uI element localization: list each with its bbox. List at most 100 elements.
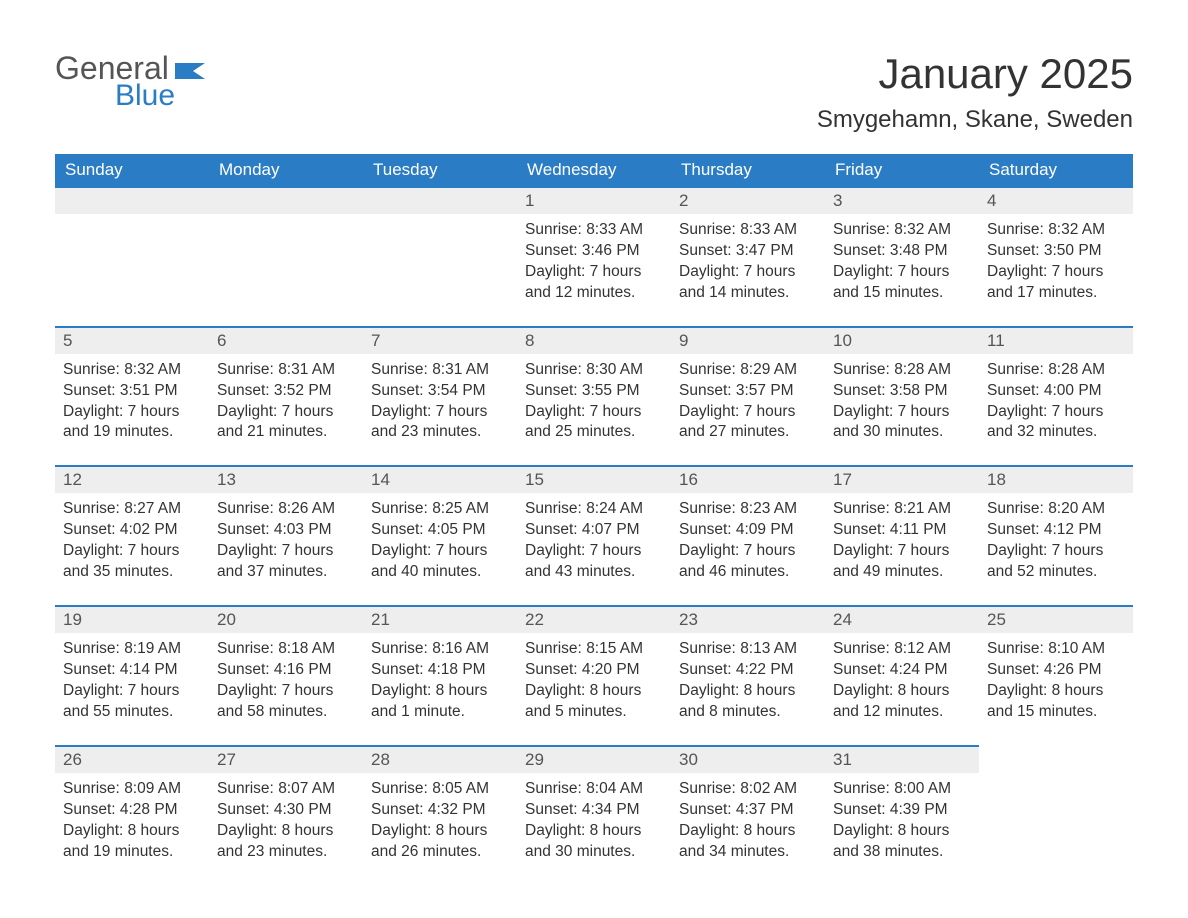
daylight-label: Daylight: [987,263,1047,280]
day-content: Sunrise: 8:32 AMSunset: 3:50 PMDaylight:… [979,214,1133,326]
daylight-label: Daylight: [833,542,893,559]
day-content: Sunrise: 8:19 AMSunset: 4:14 PMDaylight:… [55,633,209,745]
calendar-row: 12Sunrise: 8:27 AMSunset: 4:02 PMDayligh… [55,466,1133,606]
daylight-label: Daylight: [217,822,277,839]
sunrise-value: 8:05 AM [432,780,489,797]
daylight-label: Daylight: [217,682,277,699]
day-content: Sunrise: 8:33 AMSunset: 3:46 PMDaylight:… [517,214,671,326]
sunrise-value: 8:31 AM [278,361,335,378]
sunset-label: Sunset: [63,521,116,538]
sunset-label: Sunset: [371,801,424,818]
daylight-label: Daylight: [987,542,1047,559]
sunrise-value: 8:04 AM [586,780,643,797]
sunset-value: 4:37 PM [736,801,794,818]
sunset-value: 4:30 PM [274,801,332,818]
sunrise-label: Sunrise: [987,221,1044,238]
weekday-header: Saturday [979,154,1133,187]
sunset-label: Sunset: [679,801,732,818]
day-number: 16 [671,467,825,493]
sunset-value: 3:50 PM [1044,242,1102,259]
sunrise-value: 8:32 AM [124,361,181,378]
sunset-value: 3:51 PM [120,382,178,399]
sunrise-label: Sunrise: [833,221,890,238]
sunset-label: Sunset: [987,242,1040,259]
sunrise-value: 8:30 AM [586,361,643,378]
day-number: 2 [671,188,825,214]
calendar-cell: 28Sunrise: 8:05 AMSunset: 4:32 PMDayligh… [363,746,517,885]
day-number: 26 [55,747,209,773]
sunrise-value: 8:32 AM [894,221,951,238]
sunset-value: 4:03 PM [274,521,332,538]
sunset-value: 4:11 PM [890,521,947,538]
sunrise-value: 8:28 AM [1048,361,1105,378]
sunrise-value: 8:13 AM [740,640,797,657]
sunrise-label: Sunrise: [525,221,582,238]
calendar-cell [55,187,209,327]
day-number: 3 [825,188,979,214]
daylight-label: Daylight: [371,403,431,420]
sunrise-label: Sunrise: [833,780,890,797]
day-content: Sunrise: 8:12 AMSunset: 4:24 PMDaylight:… [825,633,979,745]
daylight-label: Daylight: [371,682,431,699]
sunset-value: 4:07 PM [582,521,640,538]
logo-text-blue: Blue [115,79,211,113]
day-content-empty [209,214,363,242]
daylight-label: Daylight: [371,822,431,839]
sunrise-label: Sunrise: [987,361,1044,378]
calendar-cell: 4Sunrise: 8:32 AMSunset: 3:50 PMDaylight… [979,187,1133,327]
day-number: 14 [363,467,517,493]
calendar-cell: 17Sunrise: 8:21 AMSunset: 4:11 PMDayligh… [825,466,979,606]
calendar-cell: 7Sunrise: 8:31 AMSunset: 3:54 PMDaylight… [363,327,517,467]
day-content: Sunrise: 8:29 AMSunset: 3:57 PMDaylight:… [671,354,825,466]
calendar-cell: 23Sunrise: 8:13 AMSunset: 4:22 PMDayligh… [671,606,825,746]
sunset-label: Sunset: [525,521,578,538]
day-content: Sunrise: 8:21 AMSunset: 4:11 PMDaylight:… [825,493,979,605]
sunset-label: Sunset: [679,521,732,538]
sunrise-value: 8:15 AM [586,640,643,657]
weekday-header: Sunday [55,154,209,187]
day-number: 25 [979,607,1133,633]
day-number: 1 [517,188,671,214]
sunrise-label: Sunrise: [63,780,120,797]
day-content: Sunrise: 8:32 AMSunset: 3:48 PMDaylight:… [825,214,979,326]
logo: General Blue [55,50,211,113]
location: Smygehamn, Skane, Sweden [817,106,1133,134]
calendar-cell: 22Sunrise: 8:15 AMSunset: 4:20 PMDayligh… [517,606,671,746]
sunset-label: Sunset: [525,382,578,399]
day-number: 7 [363,328,517,354]
sunrise-value: 8:09 AM [124,780,181,797]
calendar-cell: 24Sunrise: 8:12 AMSunset: 4:24 PMDayligh… [825,606,979,746]
calendar-cell: 13Sunrise: 8:26 AMSunset: 4:03 PMDayligh… [209,466,363,606]
day-content: Sunrise: 8:32 AMSunset: 3:51 PMDaylight:… [55,354,209,466]
sunset-value: 4:18 PM [428,661,486,678]
daylight-label: Daylight: [63,682,123,699]
sunset-value: 3:47 PM [736,242,794,259]
day-content: Sunrise: 8:26 AMSunset: 4:03 PMDaylight:… [209,493,363,605]
day-content: Sunrise: 8:31 AMSunset: 3:52 PMDaylight:… [209,354,363,466]
sunrise-value: 8:23 AM [740,500,797,517]
sunrise-value: 8:20 AM [1048,500,1105,517]
daylight-label: Daylight: [679,403,739,420]
day-content-empty [363,214,517,242]
calendar-cell: 20Sunrise: 8:18 AMSunset: 4:16 PMDayligh… [209,606,363,746]
day-number: 15 [517,467,671,493]
sunrise-label: Sunrise: [63,640,120,657]
daylight-label: Daylight: [833,263,893,280]
calendar-cell: 18Sunrise: 8:20 AMSunset: 4:12 PMDayligh… [979,466,1133,606]
sunrise-label: Sunrise: [679,780,736,797]
day-number-empty [209,188,363,214]
month-title: January 2025 [817,50,1133,98]
sunrise-label: Sunrise: [217,361,274,378]
sunrise-value: 8:26 AM [278,500,335,517]
day-content: Sunrise: 8:16 AMSunset: 4:18 PMDaylight:… [363,633,517,745]
daylight-label: Daylight: [679,542,739,559]
sunrise-label: Sunrise: [525,361,582,378]
calendar-cell: 12Sunrise: 8:27 AMSunset: 4:02 PMDayligh… [55,466,209,606]
sunset-value: 4:26 PM [1044,661,1102,678]
calendar-cell [209,187,363,327]
sunrise-value: 8:19 AM [124,640,181,657]
sunrise-label: Sunrise: [371,640,428,657]
sunset-label: Sunset: [833,521,886,538]
calendar-row: 19Sunrise: 8:19 AMSunset: 4:14 PMDayligh… [55,606,1133,746]
day-content: Sunrise: 8:27 AMSunset: 4:02 PMDaylight:… [55,493,209,605]
